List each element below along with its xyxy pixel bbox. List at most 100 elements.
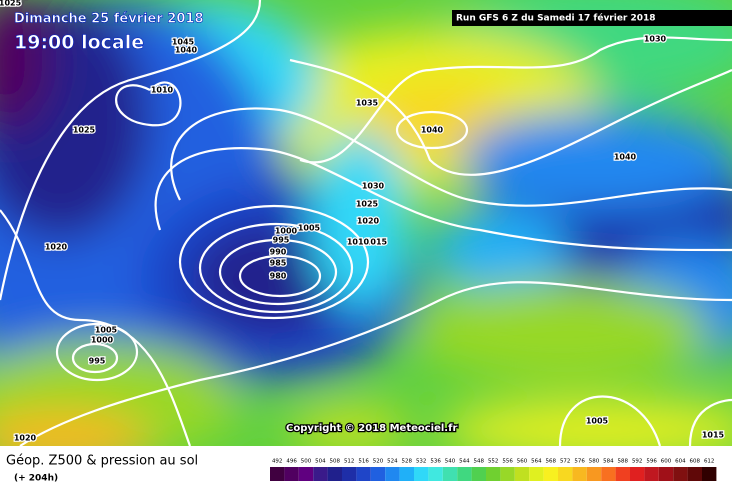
scale-swatch: [399, 467, 414, 481]
isobar-label: 1040: [175, 46, 198, 55]
isobar-label: 980: [270, 272, 287, 281]
scale-swatch: [500, 467, 515, 481]
isobar-label: 1000: [275, 227, 298, 236]
scale-label: 544: [459, 459, 470, 465]
scale-label: 572: [560, 459, 571, 465]
lead-time: (+ 204h): [14, 474, 58, 484]
color-scale: 492 496 500 504 508 512 516 520 524 528 532 536 540 5…: [270, 459, 717, 481]
scale-swatch: [529, 467, 544, 481]
scale-swatch: [572, 467, 587, 481]
scale-label: 608: [690, 459, 701, 465]
scale-label: 496: [286, 459, 297, 465]
scale-label: 560: [517, 459, 528, 465]
scale-label: 592: [632, 459, 643, 465]
scale-label: 612: [704, 459, 715, 465]
scale-swatch: [601, 467, 616, 481]
time-label: 19:00 locale: [14, 32, 144, 54]
date-label: Dimanche 25 février 2018: [14, 12, 204, 27]
isobar-label: 1020: [45, 243, 68, 252]
run-banner: [452, 10, 732, 26]
isobar-label: 1020: [14, 434, 37, 443]
scale-label: 500: [301, 459, 312, 465]
isobar-label: 1035: [356, 99, 379, 108]
isobar-label: 1025: [0, 0, 22, 8]
scale-swatch: [644, 467, 659, 481]
scale-swatch: [270, 467, 285, 481]
isobar-label: 1025: [356, 200, 379, 209]
scale-swatch: [327, 467, 342, 481]
scale-swatch: [514, 467, 530, 481]
isobar-label: 990: [270, 248, 287, 257]
scale-swatch: [471, 467, 486, 481]
scale-swatch: [342, 467, 357, 481]
scale-swatch: [356, 467, 371, 481]
scale-label: 536: [430, 459, 441, 465]
isobar-label: 1015: [365, 238, 388, 247]
map-field: 1025104510401010102510351040103010401030…: [0, 0, 732, 446]
scale-label: 552: [488, 459, 499, 465]
scale-swatch: [298, 467, 314, 481]
isobar-label: 1025: [73, 126, 96, 135]
scale-swatch: [442, 467, 458, 481]
scale-swatch: [543, 467, 558, 481]
isobar-label: 1040: [421, 126, 444, 135]
scale-label: 528: [402, 459, 413, 465]
scale-label: 532: [416, 459, 427, 465]
scale-label: 564: [531, 459, 542, 465]
scale-swatch: [615, 467, 630, 481]
scale-label: 584: [603, 459, 614, 465]
scale-label: 508: [330, 459, 341, 465]
isobar-label: 1030: [644, 35, 667, 44]
scale-label: 540: [445, 459, 456, 465]
scale-swatch: [658, 467, 674, 481]
scale-swatch: [457, 467, 472, 481]
scale-swatch: [586, 467, 602, 481]
isobar-label: 1005: [586, 417, 609, 426]
scale-label: 600: [661, 459, 672, 465]
scale-label: 516: [358, 459, 369, 465]
isobar-label: 1005: [298, 224, 321, 233]
scale-label: 556: [502, 459, 513, 465]
scale-swatch: [385, 467, 400, 481]
scale-label: 588: [618, 459, 629, 465]
isobar-label: 1010: [347, 238, 370, 247]
scale-swatch: [414, 467, 429, 481]
footer-title: Géop. Z500 & pression au sol: [6, 454, 198, 469]
isobar-label: 1010: [151, 86, 174, 95]
scale-swatch: [687, 467, 702, 481]
scale-label: 596: [646, 459, 657, 465]
scale-swatch: [702, 467, 717, 481]
scale-swatch: [486, 467, 501, 481]
scale-swatch: [370, 467, 386, 481]
scale-label: 548: [474, 459, 485, 465]
scale-swatch: [630, 467, 645, 481]
isobar-label: 995: [273, 236, 290, 245]
scale-swatch: [313, 467, 328, 481]
isobars: [0, 0, 732, 446]
run-label: Run GFS 6 Z du Samedi 17 février 2018: [456, 13, 656, 24]
scale-swatch: [428, 467, 443, 481]
isobar-label: 995: [89, 357, 106, 366]
isobar-label: 1005: [95, 326, 118, 335]
isobar-label: 985: [270, 259, 287, 268]
isobar-label: 1045: [172, 38, 195, 47]
isobar-label: 1020: [357, 217, 380, 226]
copyright: Copyright © 2018 Meteociel.fr: [286, 423, 457, 434]
scale-label: 524: [387, 459, 398, 465]
scale-label: 576: [574, 459, 585, 465]
scale-swatch: [673, 467, 688, 481]
isobar-label: 1030: [362, 182, 385, 191]
scale-swatch: [558, 467, 573, 481]
scale-label: 568: [546, 459, 557, 465]
scale-swatch: [284, 467, 299, 481]
isobar-label: 1015: [702, 431, 725, 440]
scale-label: 604: [675, 459, 686, 465]
scale-label: 492: [272, 459, 283, 465]
scale-label: 504: [315, 459, 326, 465]
scale-label: 520: [373, 459, 384, 465]
scale-label: 580: [589, 459, 600, 465]
scale-label: 512: [344, 459, 355, 465]
isobar-label: 1040: [614, 153, 637, 162]
isobar-label: 1000: [91, 336, 114, 345]
